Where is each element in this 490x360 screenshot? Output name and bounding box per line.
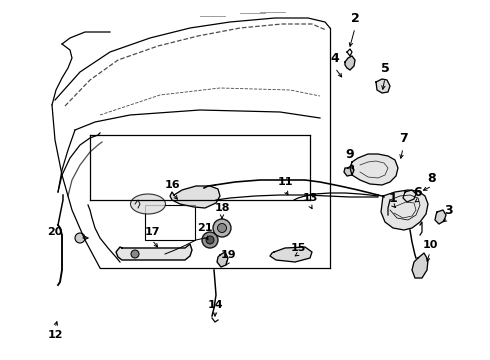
Polygon shape [435, 210, 446, 224]
Text: 12: 12 [47, 330, 63, 340]
Text: 10: 10 [422, 240, 438, 250]
Circle shape [206, 236, 214, 244]
Text: 4: 4 [331, 51, 340, 64]
Text: 3: 3 [443, 203, 452, 216]
Polygon shape [376, 79, 390, 93]
Text: 6: 6 [414, 185, 422, 198]
Polygon shape [270, 247, 312, 262]
Polygon shape [344, 165, 354, 176]
Circle shape [131, 250, 139, 258]
Circle shape [218, 224, 226, 233]
Text: 13: 13 [302, 193, 318, 203]
Text: 14: 14 [207, 300, 223, 310]
Polygon shape [412, 253, 428, 278]
Polygon shape [170, 186, 220, 208]
Text: 20: 20 [48, 227, 63, 237]
Polygon shape [350, 154, 398, 185]
Text: 15: 15 [290, 243, 306, 253]
Ellipse shape [130, 194, 166, 214]
Circle shape [202, 232, 218, 248]
Text: 18: 18 [214, 203, 230, 213]
Polygon shape [345, 56, 355, 70]
Text: 7: 7 [399, 131, 407, 144]
Text: 16: 16 [164, 180, 180, 190]
Polygon shape [217, 252, 228, 267]
Bar [145, 205, 195, 240]
Text: 8: 8 [428, 171, 436, 184]
Polygon shape [381, 190, 428, 230]
Polygon shape [116, 244, 192, 260]
Circle shape [75, 233, 85, 243]
Text: 19: 19 [220, 250, 236, 260]
Text: 17: 17 [144, 227, 160, 237]
Text: 21: 21 [197, 223, 213, 233]
Text: 2: 2 [351, 12, 359, 24]
Circle shape [213, 219, 231, 237]
Text: 9: 9 [345, 148, 354, 162]
Text: 5: 5 [381, 62, 390, 75]
Text: 1: 1 [389, 192, 397, 204]
Text: 11: 11 [277, 177, 293, 187]
